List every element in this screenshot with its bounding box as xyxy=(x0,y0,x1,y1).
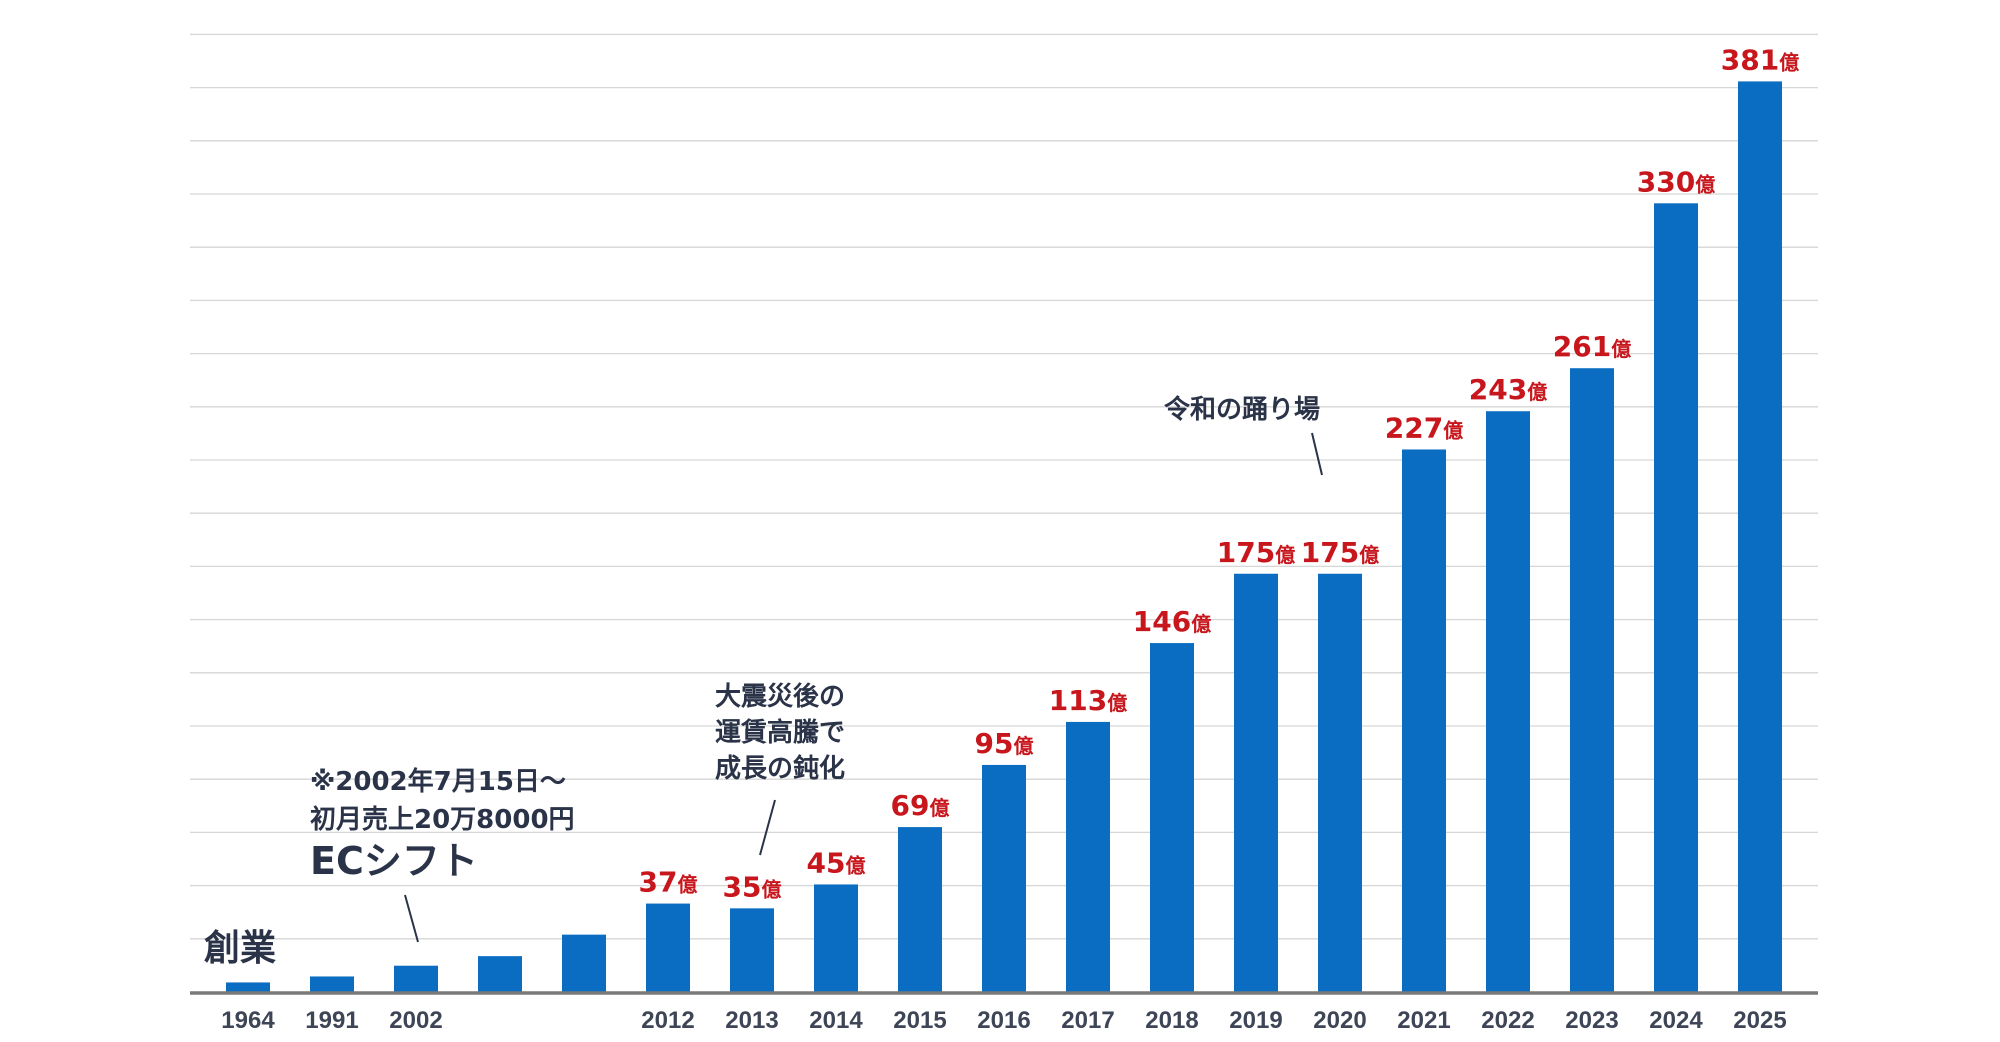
x-tick-label: 2021 xyxy=(1397,1007,1450,1034)
x-tick-label: 2013 xyxy=(725,1007,778,1034)
value-label: 35億 xyxy=(723,870,782,903)
x-tick-label: 2012 xyxy=(641,1007,694,1034)
annotation-text: 令和の踊り場 xyxy=(1164,394,1320,425)
value-label: 261億 xyxy=(1553,330,1631,363)
gridlines xyxy=(190,33,1818,940)
bar xyxy=(1066,721,1110,992)
x-tick-label: 2002 xyxy=(389,1007,442,1034)
bar xyxy=(1738,81,1782,992)
bar xyxy=(562,934,606,992)
bar xyxy=(394,965,438,992)
value-label: 37億 xyxy=(639,866,698,899)
x-tick-label: 2023 xyxy=(1565,1007,1618,1034)
value-label: 45億 xyxy=(807,846,866,879)
bar xyxy=(1570,368,1614,993)
bar xyxy=(646,903,690,992)
x-tick-label: 1964 xyxy=(221,1007,275,1034)
x-tick-label: 2016 xyxy=(977,1007,1030,1034)
annotation-text: 大震災後の xyxy=(715,681,845,712)
value-label: 175億 xyxy=(1217,536,1295,569)
x-tick-label: 2025 xyxy=(1733,1007,1786,1034)
x-tick-label: 2024 xyxy=(1649,1007,1703,1034)
bar xyxy=(1654,203,1698,993)
value-label: 69億 xyxy=(891,789,950,822)
x-tick-label: 1991 xyxy=(305,1007,358,1034)
bar xyxy=(1402,449,1446,993)
value-label: 227億 xyxy=(1385,411,1463,444)
annotation-leader-line xyxy=(1311,432,1323,476)
bar xyxy=(1234,573,1278,992)
x-tick-label: 2020 xyxy=(1313,1007,1366,1034)
value-label: 243億 xyxy=(1469,373,1547,406)
annotation-text: ※2002年7月15日～ xyxy=(310,766,566,797)
bar xyxy=(730,908,774,992)
annotation-text: 成長の鈍化 xyxy=(715,753,845,784)
value-label: 113億 xyxy=(1049,684,1127,717)
x-tick-label: 2015 xyxy=(893,1007,946,1034)
bar xyxy=(1486,411,1530,993)
bar xyxy=(310,976,354,992)
annotation-text: 創業 xyxy=(204,928,276,969)
x-tick-label: 2018 xyxy=(1145,1007,1198,1034)
bar xyxy=(982,764,1026,992)
bar xyxy=(478,956,522,992)
x-tick-label: 2022 xyxy=(1481,1007,1534,1034)
bar xyxy=(1318,573,1362,992)
bar xyxy=(226,982,270,992)
value-label: 146億 xyxy=(1133,605,1211,638)
x-tick-labels: 1964 1991 2002 2012 2013 2014 2015 2016 2017 2018… xyxy=(221,1007,1786,1034)
annotation-leader-line xyxy=(404,894,419,943)
value-labels: 37億 35億 45億 69億 95億 113億 146億 175億 175億 227億243億2… xyxy=(639,43,1800,903)
annotation-text: ECシフト xyxy=(310,839,478,883)
annotations: 創業 ※2002年7月15日～ 初月売上20万8000円 ECシフト 大震災後の運賃高騰… xyxy=(204,394,1323,969)
value-label: 330億 xyxy=(1637,165,1715,198)
bar xyxy=(1150,643,1194,992)
x-tick-label: 2017 xyxy=(1061,1007,1114,1034)
value-label: 175億 xyxy=(1301,536,1379,569)
annotation-text: 運賃高騰で xyxy=(715,717,845,748)
value-label: 381億 xyxy=(1721,43,1799,76)
x-tick-label: 2014 xyxy=(809,1007,863,1034)
bar xyxy=(814,884,858,992)
bars xyxy=(226,81,1782,993)
annotation-leader-line xyxy=(759,799,776,856)
annotation-text: 初月売上20万8000円 xyxy=(310,805,575,835)
value-label: 95億 xyxy=(975,727,1034,760)
x-tick-label: 2019 xyxy=(1229,1007,1282,1034)
bar xyxy=(898,827,942,992)
